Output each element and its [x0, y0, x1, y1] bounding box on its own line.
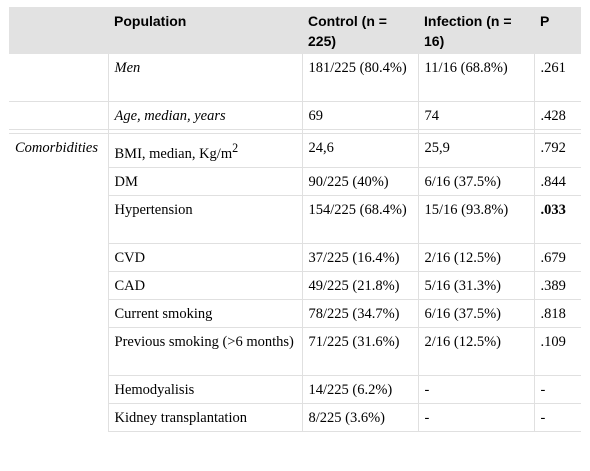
row-control: 8/225 (3.6%)	[302, 403, 419, 432]
table-row: Kidney transplantation 8/225 (3.6%) - -	[9, 403, 581, 432]
row-label: CAD	[108, 271, 303, 300]
row-label: Current smoking	[108, 299, 303, 328]
row-p-value: .679	[534, 243, 581, 272]
table-row: Men 181/225 (80.4%) 11/16 (68.8%) .261	[9, 54, 581, 102]
row-p-value: .818	[534, 299, 581, 328]
row-group: Comorbidities	[9, 133, 109, 168]
row-p-value: .792	[534, 133, 581, 168]
row-p-value: .033	[534, 195, 581, 244]
row-p-value: .844	[534, 167, 581, 196]
row-group	[9, 195, 109, 244]
row-group	[9, 299, 109, 328]
row-label-superscript: 2	[232, 141, 239, 155]
row-p-value: -	[534, 375, 581, 404]
table-row: CVD 37/225 (16.4%) 2/16 (12.5%) .679	[9, 243, 581, 272]
row-group	[9, 327, 109, 376]
table-row: Hypertension 154/225 (68.4%) 15/16 (93.8…	[9, 195, 581, 244]
row-p-value: .428	[534, 101, 581, 130]
header-control: Control (n = 225)	[302, 7, 418, 54]
row-group	[9, 54, 109, 102]
row-infection: 25,9	[418, 133, 535, 168]
row-control: 181/225 (80.4%)	[302, 54, 419, 102]
row-infection: -	[418, 403, 535, 432]
row-infection: 15/16 (93.8%)	[418, 195, 535, 244]
row-control: 37/225 (16.4%)	[302, 243, 419, 272]
row-group	[9, 167, 109, 196]
row-p-value: .389	[534, 271, 581, 300]
table-header-row: Population Control (n = 225) Infection (…	[9, 7, 581, 54]
header-blank	[9, 7, 108, 54]
table-row: Current smoking 78/225 (34.7%) 6/16 (37.…	[9, 299, 581, 328]
row-infection: 6/16 (37.5%)	[418, 167, 535, 196]
row-p-value: .109	[534, 327, 581, 376]
table-row: Hemodyalisis 14/225 (6.2%) - -	[9, 375, 581, 404]
table-row: Previous smoking (>6 months) 71/225 (31.…	[9, 327, 581, 376]
row-control: 154/225 (68.4%)	[302, 195, 419, 244]
table-row: Age, median, years 69 74 .428	[9, 101, 581, 130]
row-infection: 74	[418, 101, 535, 130]
comparison-table: Population Control (n = 225) Infection (…	[9, 7, 581, 432]
row-label: Previous smoking (>6 months)	[108, 327, 303, 376]
row-label-text: BMI, median, Kg/m	[114, 145, 233, 162]
table-row: DM 90/225 (40%) 6/16 (37.5%) .844	[9, 167, 581, 196]
row-label: Men	[108, 54, 303, 102]
row-p-value: .261	[534, 54, 581, 102]
row-label: Kidney transplantation	[108, 403, 303, 432]
row-group	[9, 101, 109, 130]
row-label: BMI, median, Kg/m2	[108, 133, 303, 168]
row-label: Hemodyalisis	[108, 375, 303, 404]
row-control: 14/225 (6.2%)	[302, 375, 419, 404]
header-population: Population	[108, 7, 302, 54]
row-infection: 2/16 (12.5%)	[418, 327, 535, 376]
row-infection: 5/16 (31.3%)	[418, 271, 535, 300]
table-row: CAD 49/225 (21.8%) 5/16 (31.3%) .389	[9, 271, 581, 300]
row-infection: 2/16 (12.5%)	[418, 243, 535, 272]
row-label: Age, median, years	[108, 101, 303, 130]
row-control: 69	[302, 101, 419, 130]
row-infection: 11/16 (68.8%)	[418, 54, 535, 102]
row-control: 71/225 (31.6%)	[302, 327, 419, 376]
row-group	[9, 375, 109, 404]
row-group	[9, 271, 109, 300]
row-label: CVD	[108, 243, 303, 272]
row-label: Hypertension	[108, 195, 303, 244]
spacer-row	[9, 129, 581, 134]
table-row: Comorbidities BMI, median, Kg/m2 24,6 25…	[9, 133, 581, 168]
row-control: 24,6	[302, 133, 419, 168]
row-p-value: -	[534, 403, 581, 432]
row-infection: 6/16 (37.5%)	[418, 299, 535, 328]
row-label: DM	[108, 167, 303, 196]
row-group	[9, 243, 109, 272]
row-infection: -	[418, 375, 535, 404]
row-control: 90/225 (40%)	[302, 167, 419, 196]
header-p-value: P	[534, 7, 581, 54]
header-infection: Infection (n = 16)	[418, 7, 534, 54]
row-control: 78/225 (34.7%)	[302, 299, 419, 328]
row-group	[9, 403, 109, 432]
row-control: 49/225 (21.8%)	[302, 271, 419, 300]
